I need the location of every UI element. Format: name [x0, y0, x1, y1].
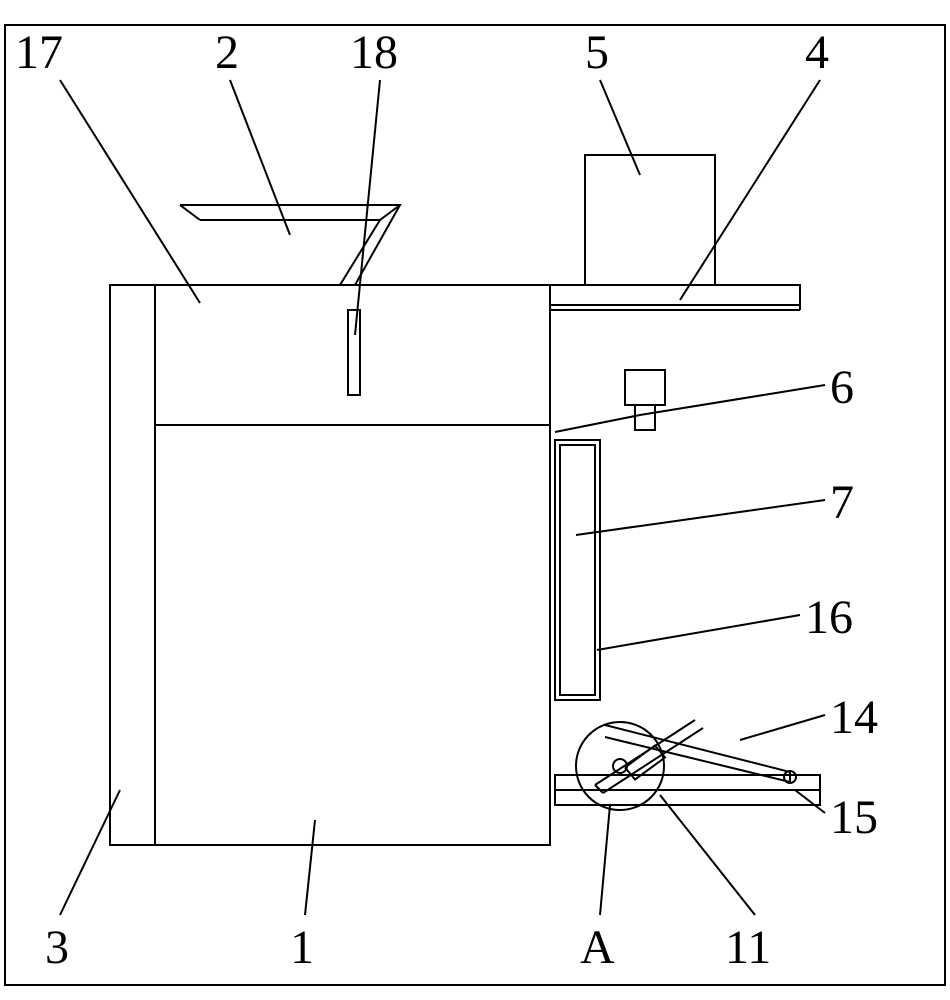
callout-label-6: 6	[830, 360, 854, 415]
callout-label-4: 4	[805, 25, 829, 80]
callout-label-3: 3	[45, 920, 69, 975]
callout-label-2: 2	[215, 25, 239, 80]
technical-diagram: 17 2 18 5 4 6 7 16 14 15 11 A 1 3	[0, 0, 950, 1000]
callout-label-17: 17	[15, 25, 63, 80]
callout-label-7: 7	[830, 475, 854, 530]
callout-label-A: A	[580, 920, 615, 975]
callout-label-14: 14	[830, 690, 878, 745]
callout-label-1: 1	[290, 920, 314, 975]
diagram-svg	[0, 0, 950, 1000]
callout-label-15: 15	[830, 790, 878, 845]
callout-label-16: 16	[805, 590, 853, 645]
callout-label-18: 18	[350, 25, 398, 80]
callout-label-11: 11	[725, 920, 771, 975]
callout-label-5: 5	[585, 25, 609, 80]
